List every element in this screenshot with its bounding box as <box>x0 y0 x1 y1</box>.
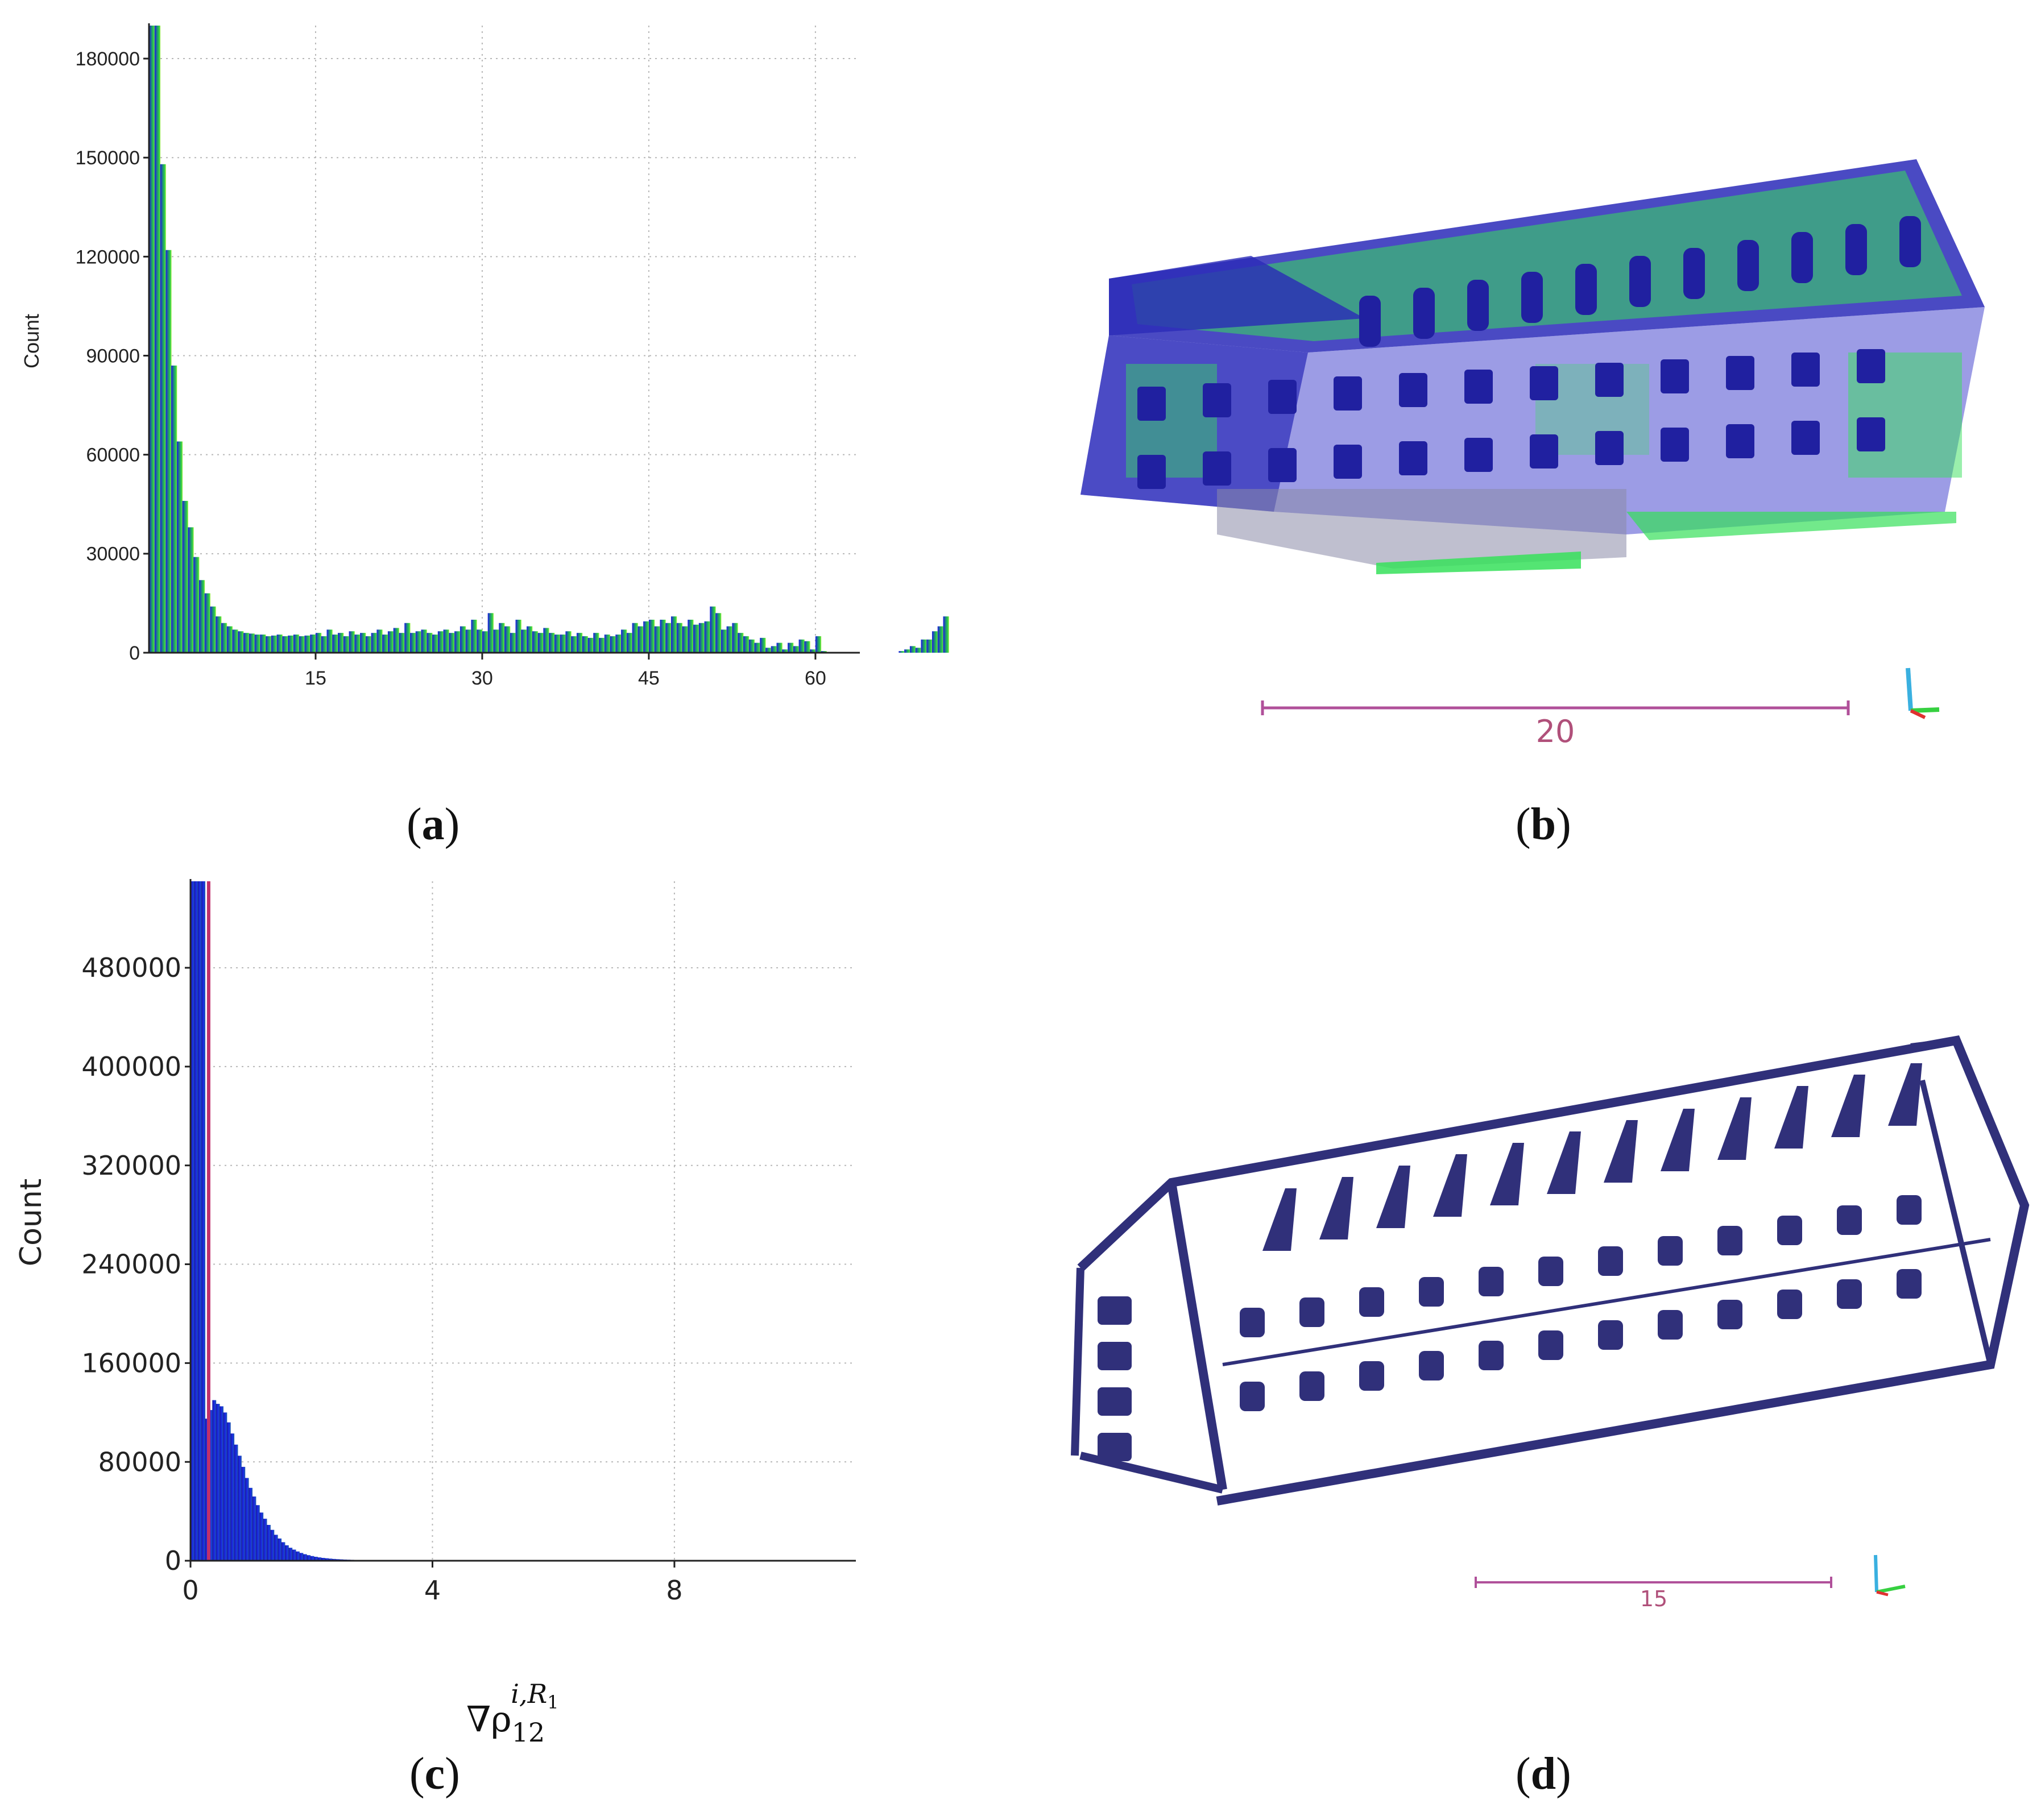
window <box>1299 1297 1324 1327</box>
window <box>1530 434 1558 469</box>
window <box>1857 349 1885 383</box>
window <box>1240 1382 1265 1411</box>
dormer <box>1413 288 1435 339</box>
window <box>1791 421 1820 455</box>
window <box>1203 451 1231 486</box>
window <box>1777 1216 1802 1245</box>
window <box>1717 1226 1742 1255</box>
window <box>1399 373 1427 407</box>
window <box>1098 1433 1132 1461</box>
window <box>1530 366 1558 400</box>
window <box>1464 438 1493 472</box>
window <box>1598 1320 1623 1350</box>
window <box>1658 1310 1683 1340</box>
window <box>1334 376 1362 411</box>
dormer <box>1661 1109 1695 1171</box>
dormer <box>1521 272 1543 323</box>
dormer <box>1629 256 1651 307</box>
window <box>1598 1246 1623 1276</box>
scale-bar-label-b: 20 <box>1536 714 1575 749</box>
window <box>1399 441 1427 475</box>
window <box>1479 1267 1504 1296</box>
dormer <box>1359 296 1381 347</box>
dormer <box>1433 1154 1467 1217</box>
window <box>1726 356 1754 390</box>
window <box>1661 428 1689 462</box>
window <box>1726 424 1754 458</box>
window <box>1359 1361 1384 1391</box>
window <box>1658 1236 1683 1266</box>
window <box>1837 1205 1862 1235</box>
panel-label-b: (b) <box>1516 799 1571 849</box>
dormer <box>1547 1131 1581 1194</box>
window <box>1334 445 1362 479</box>
scale-bar-label-d: 15 <box>1640 1586 1667 1611</box>
window <box>1419 1277 1444 1307</box>
window <box>1464 370 1493 404</box>
window <box>1857 417 1885 451</box>
window <box>1268 448 1297 482</box>
window <box>1791 353 1820 387</box>
panel-label-a: (a) <box>407 799 460 849</box>
window <box>1268 380 1297 414</box>
dormer <box>1575 264 1597 315</box>
dormer <box>1899 216 1921 267</box>
panel-label-c: (c) <box>409 1749 460 1799</box>
window <box>1098 1342 1132 1370</box>
window <box>1837 1279 1862 1309</box>
window <box>1137 387 1166 421</box>
dormer <box>1845 224 1867 275</box>
window <box>1538 1257 1563 1286</box>
window <box>1419 1351 1444 1380</box>
window <box>1203 383 1231 417</box>
window <box>1661 359 1689 393</box>
window <box>1137 455 1166 489</box>
window <box>1299 1371 1324 1401</box>
dormer <box>1604 1120 1638 1183</box>
window <box>1777 1290 1802 1319</box>
dormer <box>1490 1143 1524 1205</box>
dormer <box>1774 1086 1808 1149</box>
axis-triad-icon <box>1874 1554 1906 1597</box>
window <box>1538 1330 1563 1360</box>
window <box>1595 363 1624 397</box>
window <box>1897 1195 1922 1225</box>
window <box>1098 1296 1132 1325</box>
axis-triad-icon <box>1906 668 1940 719</box>
dormer <box>1737 240 1759 291</box>
dormer <box>1262 1188 1297 1251</box>
dormer <box>1717 1097 1752 1160</box>
window <box>1717 1300 1742 1329</box>
dormer <box>1683 248 1705 299</box>
window <box>1240 1308 1265 1337</box>
window <box>1897 1269 1922 1299</box>
dormer <box>1319 1177 1353 1239</box>
dormer <box>1831 1075 1865 1137</box>
dormer <box>1791 232 1813 283</box>
window <box>1098 1387 1132 1416</box>
panel-label-d: (d) <box>1516 1749 1571 1799</box>
window <box>1359 1287 1384 1317</box>
window <box>1595 431 1624 465</box>
dormer <box>1376 1166 1410 1228</box>
dormer <box>1888 1063 1922 1126</box>
window <box>1479 1341 1504 1370</box>
dormer <box>1467 280 1489 331</box>
